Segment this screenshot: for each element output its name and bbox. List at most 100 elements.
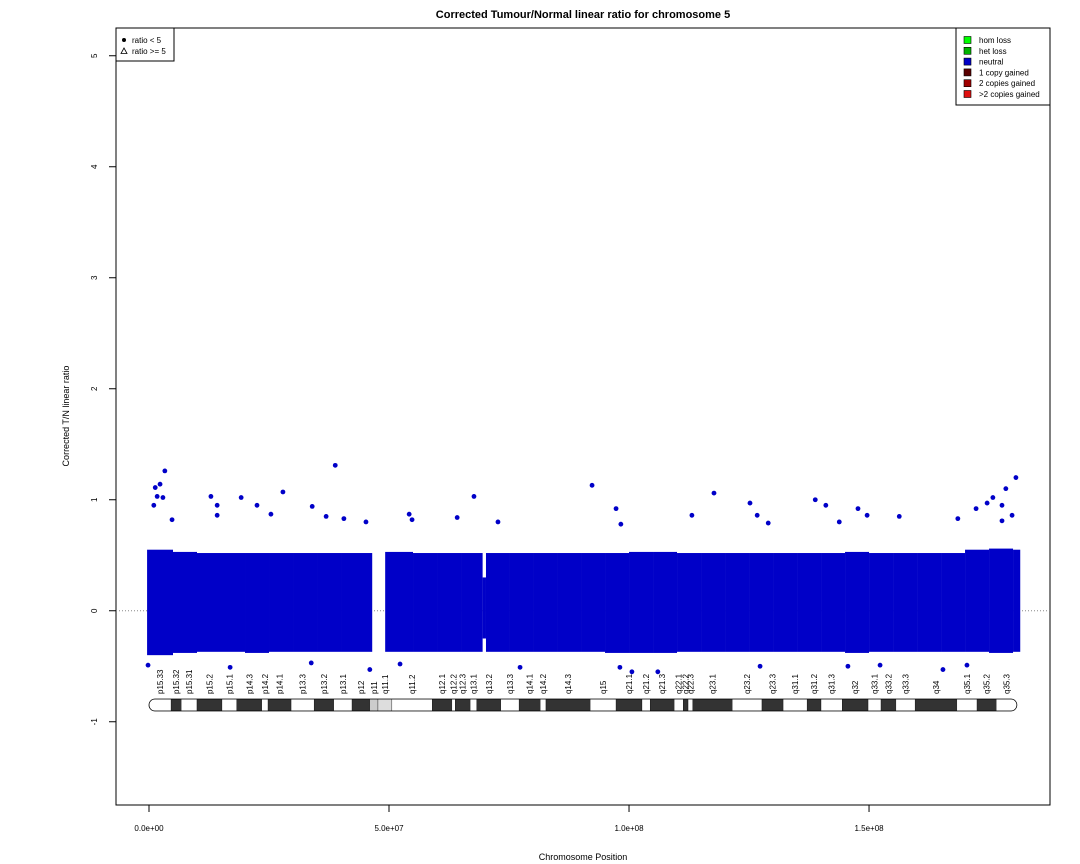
- ideogram-band: [820, 699, 843, 711]
- data-point: [160, 495, 166, 500]
- legend-label: neutral: [979, 58, 1004, 67]
- data-point: [613, 506, 619, 512]
- density-band: [773, 553, 798, 652]
- legend-box: [955, 27, 1051, 106]
- plot-frame: [115, 27, 1051, 806]
- data-point: [145, 662, 151, 668]
- density-band: [917, 553, 942, 652]
- data-point: [495, 519, 501, 525]
- band-label: q21.1: [625, 673, 634, 694]
- legend-swatch: [963, 90, 972, 98]
- data-point: [367, 667, 373, 672]
- y-tick-label: 5: [90, 53, 99, 58]
- legend-label: 2 copies gained: [979, 79, 1035, 88]
- legend-symbol: [122, 38, 126, 42]
- density-band: [245, 553, 270, 653]
- ideogram-band: [391, 699, 433, 711]
- data-point: [162, 468, 168, 474]
- data-point: [999, 502, 1005, 508]
- ideogram-band: [476, 699, 502, 711]
- ideogram-band: [170, 699, 182, 711]
- band-label: q12.3: [459, 673, 468, 694]
- band-label: q23.1: [709, 673, 718, 694]
- data-point: [308, 660, 314, 666]
- legend-label: 1 copy gained: [979, 68, 1029, 77]
- density-band: [557, 553, 582, 652]
- data-point: [157, 481, 163, 487]
- ideogram-band: [351, 699, 370, 711]
- ideogram-band: [181, 699, 198, 711]
- data-point: [618, 521, 624, 527]
- data-point: [471, 494, 477, 499]
- data-point: [845, 663, 851, 669]
- data-point: [363, 519, 369, 525]
- data-point: [406, 511, 412, 517]
- data-point: [154, 494, 160, 499]
- density-band: [269, 553, 294, 652]
- density-band: [965, 549, 990, 652]
- data-point: [1003, 486, 1009, 492]
- ideogram-band: [290, 699, 315, 711]
- data-point: [877, 662, 883, 668]
- density-band: [437, 553, 462, 652]
- data-point: [855, 506, 861, 512]
- band-label: q31.2: [810, 673, 819, 694]
- band-label: q33.3: [902, 673, 911, 694]
- band-label: p13.2: [320, 673, 329, 694]
- x-axis-label: Chromosome Position: [539, 852, 628, 862]
- band-label: p14.3: [245, 673, 254, 694]
- band-label: q13.2: [485, 673, 494, 694]
- band-label: q11.2: [408, 674, 417, 694]
- band-label: q22.1: [675, 673, 684, 694]
- legend-box: [115, 27, 175, 62]
- data-point: [397, 661, 403, 667]
- data-point: [214, 502, 220, 508]
- band-label: q22.2: [682, 673, 691, 694]
- ideogram-band: [732, 699, 763, 711]
- legend-swatch: [963, 79, 972, 87]
- ideogram-band: [956, 699, 978, 711]
- data-point: [754, 512, 760, 518]
- density-band: [221, 553, 246, 652]
- x-tick-label: 0.0e+00: [134, 824, 164, 833]
- density-band: [941, 553, 966, 652]
- density-band: [845, 551, 870, 653]
- data-point: [655, 669, 661, 675]
- data-point: [711, 490, 717, 496]
- ideogram-band: [451, 699, 456, 711]
- data-point: [152, 485, 158, 490]
- data-point: [254, 502, 260, 508]
- data-point: [896, 514, 902, 519]
- ideogram-band: [914, 699, 958, 711]
- ideogram-band: [432, 699, 453, 711]
- density-band: [1013, 549, 1021, 652]
- data-point: [214, 512, 220, 518]
- y-tick-label: 1: [90, 497, 99, 502]
- density-band: [385, 551, 414, 652]
- data-point: [757, 663, 763, 669]
- density-band: [629, 551, 654, 653]
- band-label: q35.3: [1003, 673, 1012, 694]
- band-label: q33.1: [871, 673, 880, 694]
- ideogram-band: [842, 699, 869, 711]
- density-band: [482, 577, 486, 639]
- legend-swatch: [963, 36, 972, 44]
- band-label: q13.1: [469, 673, 478, 694]
- band-label: p15.1: [225, 673, 234, 694]
- density-band: [797, 553, 822, 652]
- density-band: [509, 553, 534, 652]
- chart-title: Corrected Tumour/Normal linear ratio for…: [436, 9, 730, 21]
- band-label: q13.3: [506, 673, 515, 694]
- band-label: q34: [932, 680, 941, 694]
- ideogram-band: [500, 699, 520, 711]
- data-point: [323, 514, 329, 519]
- band-label: p15.31: [185, 669, 194, 694]
- y-axis-label: Corrected T/N linear ratio: [61, 366, 71, 467]
- data-point: [990, 495, 996, 500]
- band-label: q31.1: [791, 673, 800, 694]
- ideogram-band: [236, 699, 262, 711]
- ideogram-outline: [148, 698, 1018, 712]
- data-point: [973, 506, 979, 512]
- band-label: q23.3: [769, 673, 778, 694]
